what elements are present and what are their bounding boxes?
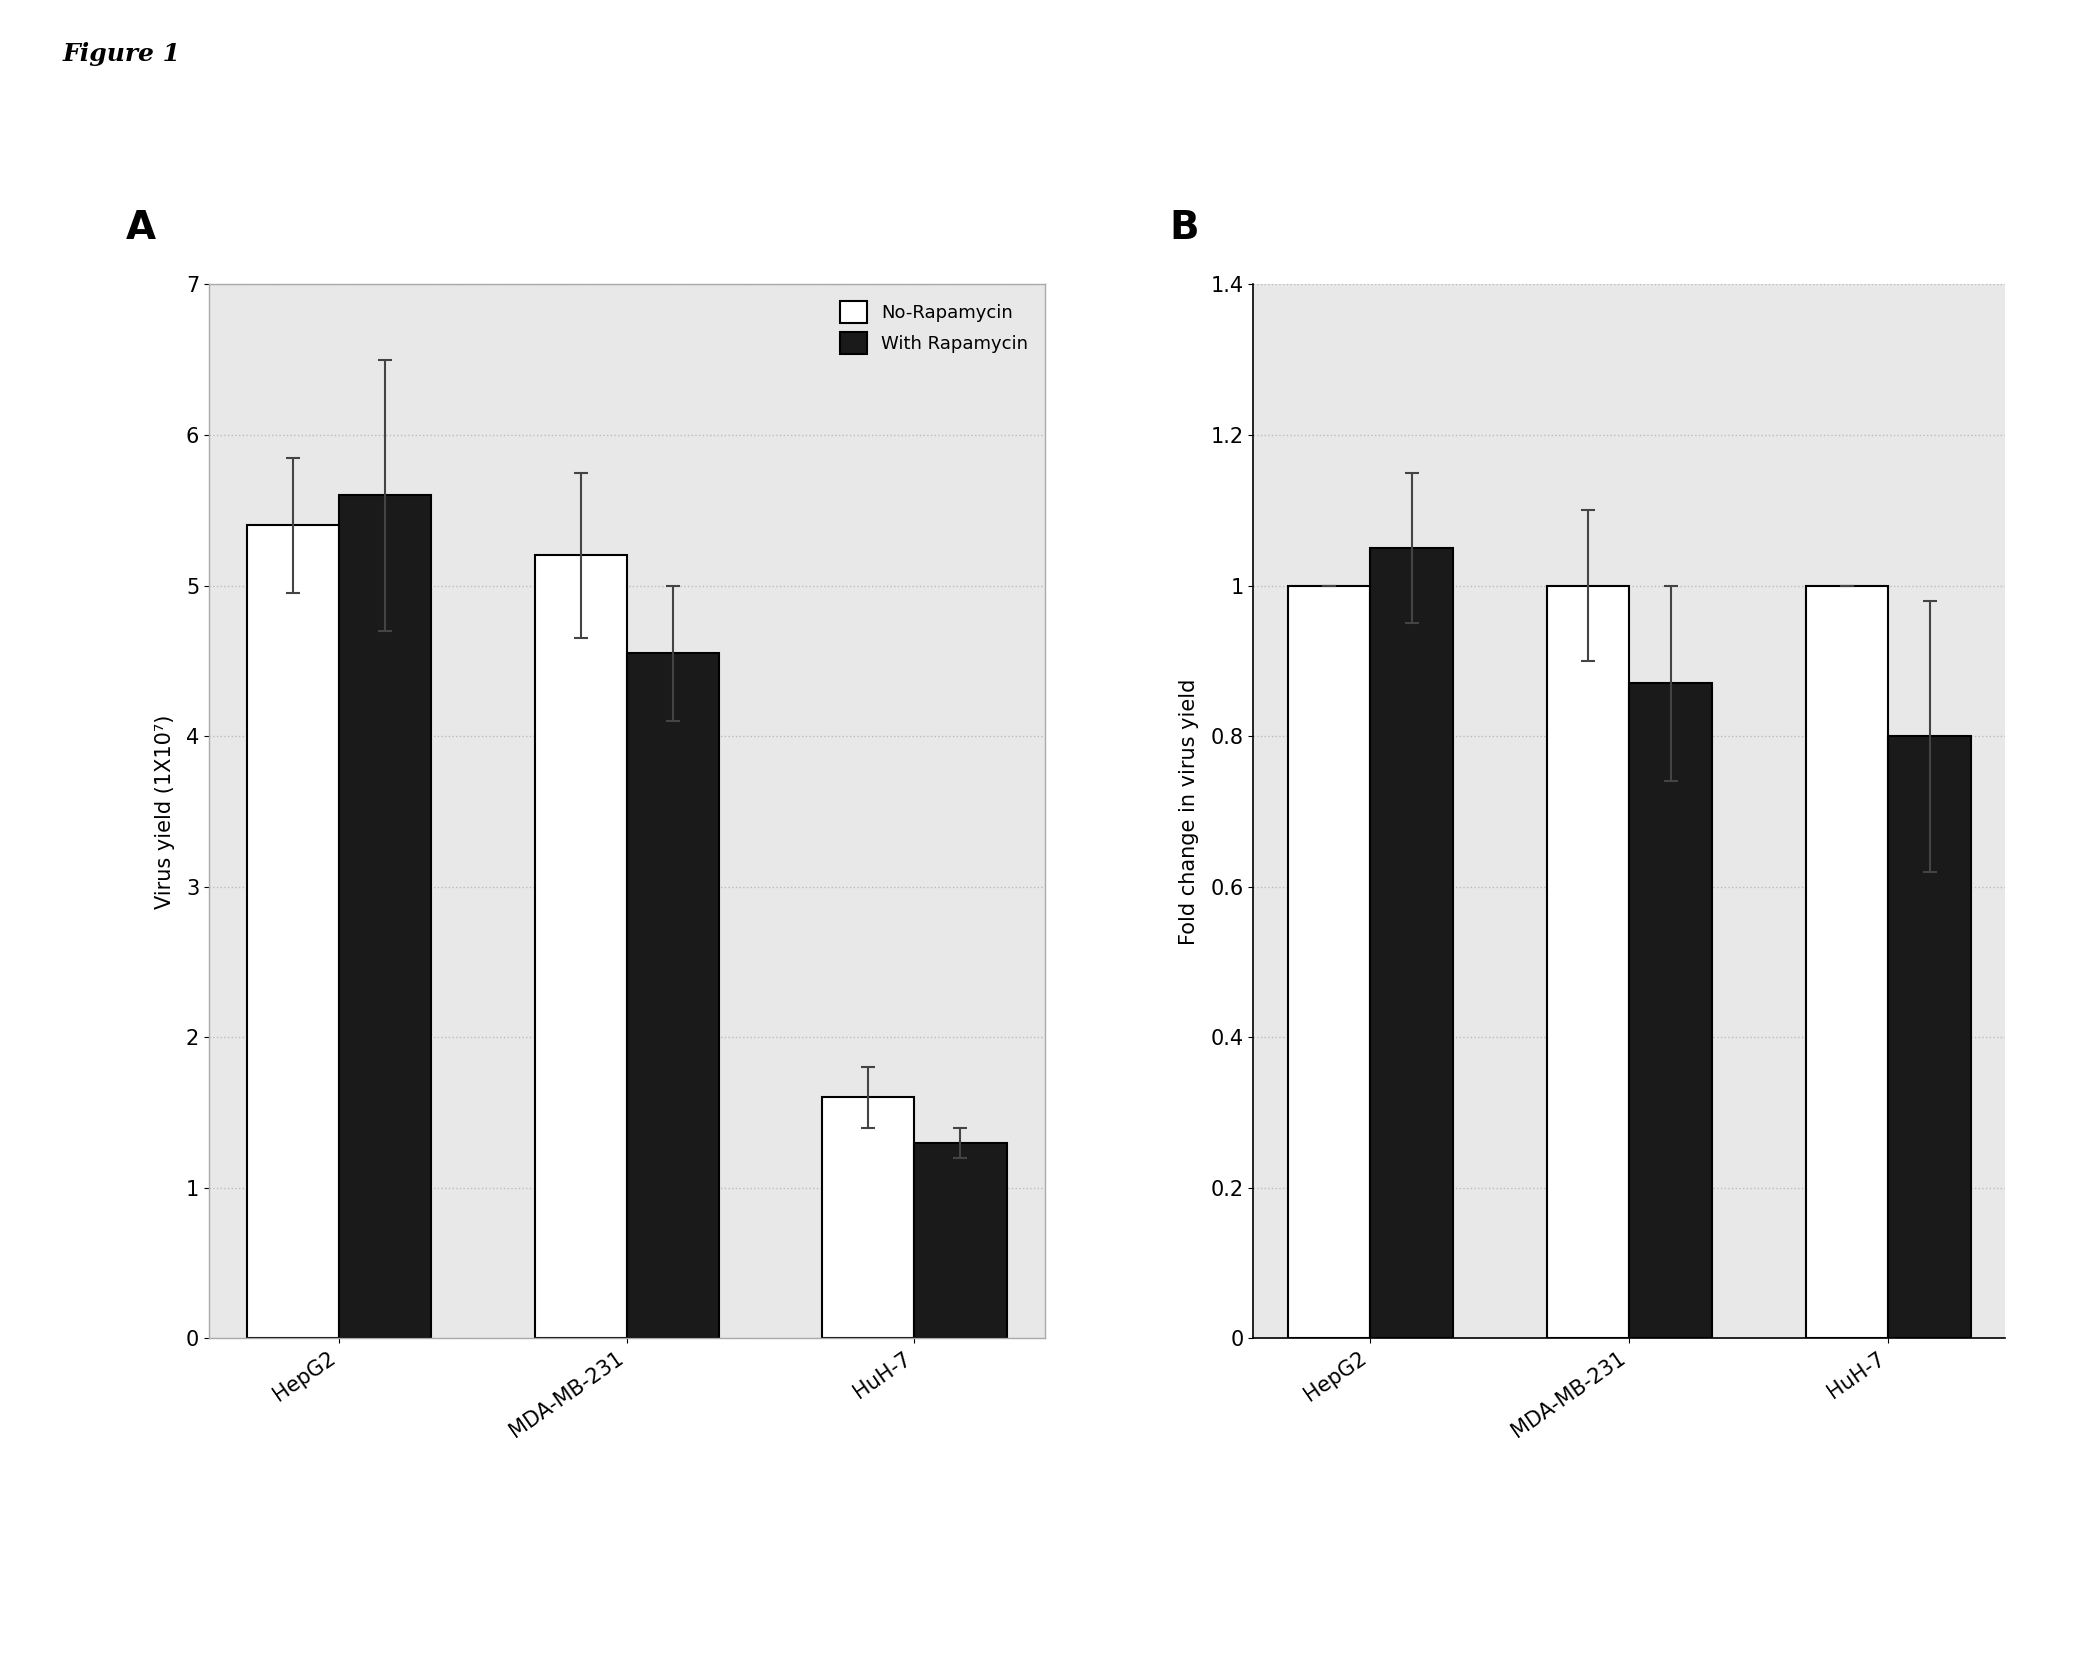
Bar <box>1805 586 1888 1338</box>
Bar <box>1370 547 1454 1338</box>
Bar <box>1629 683 1713 1338</box>
Bar <box>1287 586 1370 1338</box>
Y-axis label: Fold change in virus yield: Fold change in virus yield <box>1180 678 1199 945</box>
Text: A: A <box>125 209 155 248</box>
Bar <box>247 525 338 1338</box>
Bar <box>1546 586 1629 1338</box>
Bar <box>535 555 627 1338</box>
Bar <box>915 1143 1007 1338</box>
Bar <box>338 495 430 1338</box>
Text: Figure 1: Figure 1 <box>63 42 180 65</box>
Y-axis label: Virus yield (1X10⁷): Virus yield (1X10⁷) <box>155 714 175 908</box>
Bar <box>627 652 719 1338</box>
Text: B: B <box>1170 209 1199 248</box>
Bar <box>823 1097 915 1338</box>
Bar <box>1888 736 1972 1338</box>
Legend: No-Rapamycin, With Rapamycin: No-Rapamycin, With Rapamycin <box>834 293 1036 361</box>
